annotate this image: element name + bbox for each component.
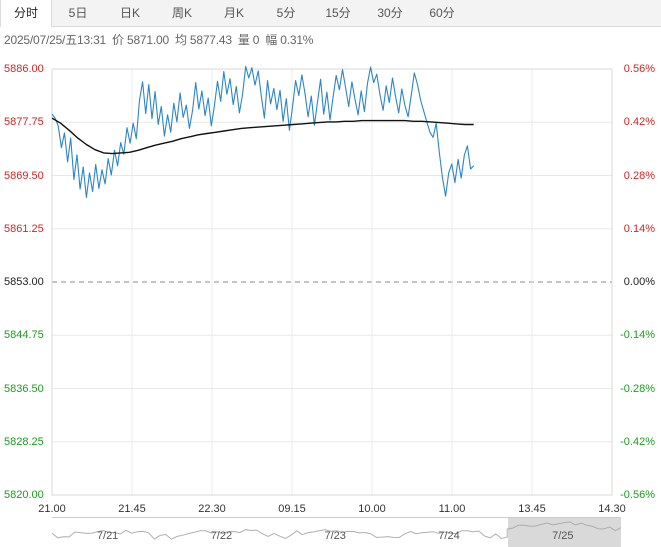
y-tick-percent: -0.56%: [620, 489, 655, 501]
chart-grid: [51, 68, 613, 496]
tab-0[interactable]: 分时: [0, 0, 52, 27]
plot-border: [51, 68, 613, 496]
tab-4[interactable]: 月K: [223, 6, 244, 20]
navigator-day-label: 7/24: [438, 530, 460, 542]
price-series-line: [51, 65, 475, 198]
tab-8[interactable]: 60分: [429, 6, 455, 20]
tab-7[interactable]: 30分: [377, 6, 403, 20]
y-tick-price: 5836.50: [4, 382, 44, 395]
tab-1[interactable]: 5日: [68, 6, 88, 20]
quote-info-bar: 2025/07/25/五13:31 价 5871.00 均 5877.43 量 …: [4, 31, 313, 47]
y-tick-price: 5820.00: [4, 489, 44, 501]
x-tick-label: 13.45: [518, 503, 546, 515]
chart-series: [51, 65, 475, 198]
info-change: 幅 0.31%: [265, 33, 314, 47]
navigator-day-label: 7/25: [552, 530, 574, 542]
y-tick-price: 5869.50: [4, 169, 44, 182]
y-tick-price: 5861.25: [4, 222, 44, 235]
time-navigator[interactable]: 7/21 7/22 7/23 7/24 7/25: [52, 517, 621, 547]
info-price: 价 5871.00: [112, 33, 169, 47]
x-tick-label: 22.30: [198, 503, 226, 515]
chart-tab-bar: 分时 5日 日K 周K 月K 5分 15分 30分 60分: [0, 0, 661, 27]
tab-3[interactable]: 周K: [171, 6, 192, 20]
info-datetime: 2025/07/25/五13:31: [4, 33, 107, 47]
y-tick-price: 5886.00: [4, 63, 44, 75]
y-tick-percent: 0.42%: [623, 116, 655, 129]
navigator-day-label: 7/23: [324, 530, 346, 542]
tab-5[interactable]: 5分: [276, 6, 296, 20]
x-tick-label: 14.30: [598, 503, 626, 515]
y-tick-percent: 0.28%: [623, 169, 655, 182]
y-tick-percent: 0.56%: [623, 63, 655, 75]
tab-2[interactable]: 日K: [119, 6, 140, 20]
x-tick-label: 21.00: [38, 503, 66, 515]
y-tick-price: 5853.00: [4, 276, 44, 288]
info-volume: 量 0: [237, 33, 260, 47]
navigator-sparkline: [52, 521, 621, 540]
x-tick-label: 21.45: [118, 503, 146, 515]
y-tick-percent: -0.14%: [620, 329, 655, 342]
x-tick-label: 11.00: [438, 503, 466, 515]
navigator-day-label: 7/21: [96, 530, 119, 542]
y-tick-percent: -0.42%: [620, 435, 655, 448]
navigator-day-label: 7/22: [210, 530, 233, 542]
y-tick-percent: 0.00%: [623, 276, 655, 288]
navigator-line: [52, 521, 621, 540]
navigator-window[interactable]: [508, 518, 621, 547]
y-tick-price: 5877.75: [4, 116, 44, 129]
info-avg: 均 5877.43: [174, 33, 232, 47]
y-tick-price: 5844.75: [4, 329, 44, 342]
average-price-line: [51, 117, 474, 155]
x-tick-label: 10.00: [358, 503, 386, 515]
x-tick-label: 09.15: [278, 503, 306, 515]
y-tick-price: 5828.25: [4, 435, 44, 448]
y-tick-percent: -0.28%: [620, 382, 655, 395]
y-tick-percent: 0.14%: [623, 222, 655, 235]
tab-6[interactable]: 15分: [325, 6, 351, 20]
